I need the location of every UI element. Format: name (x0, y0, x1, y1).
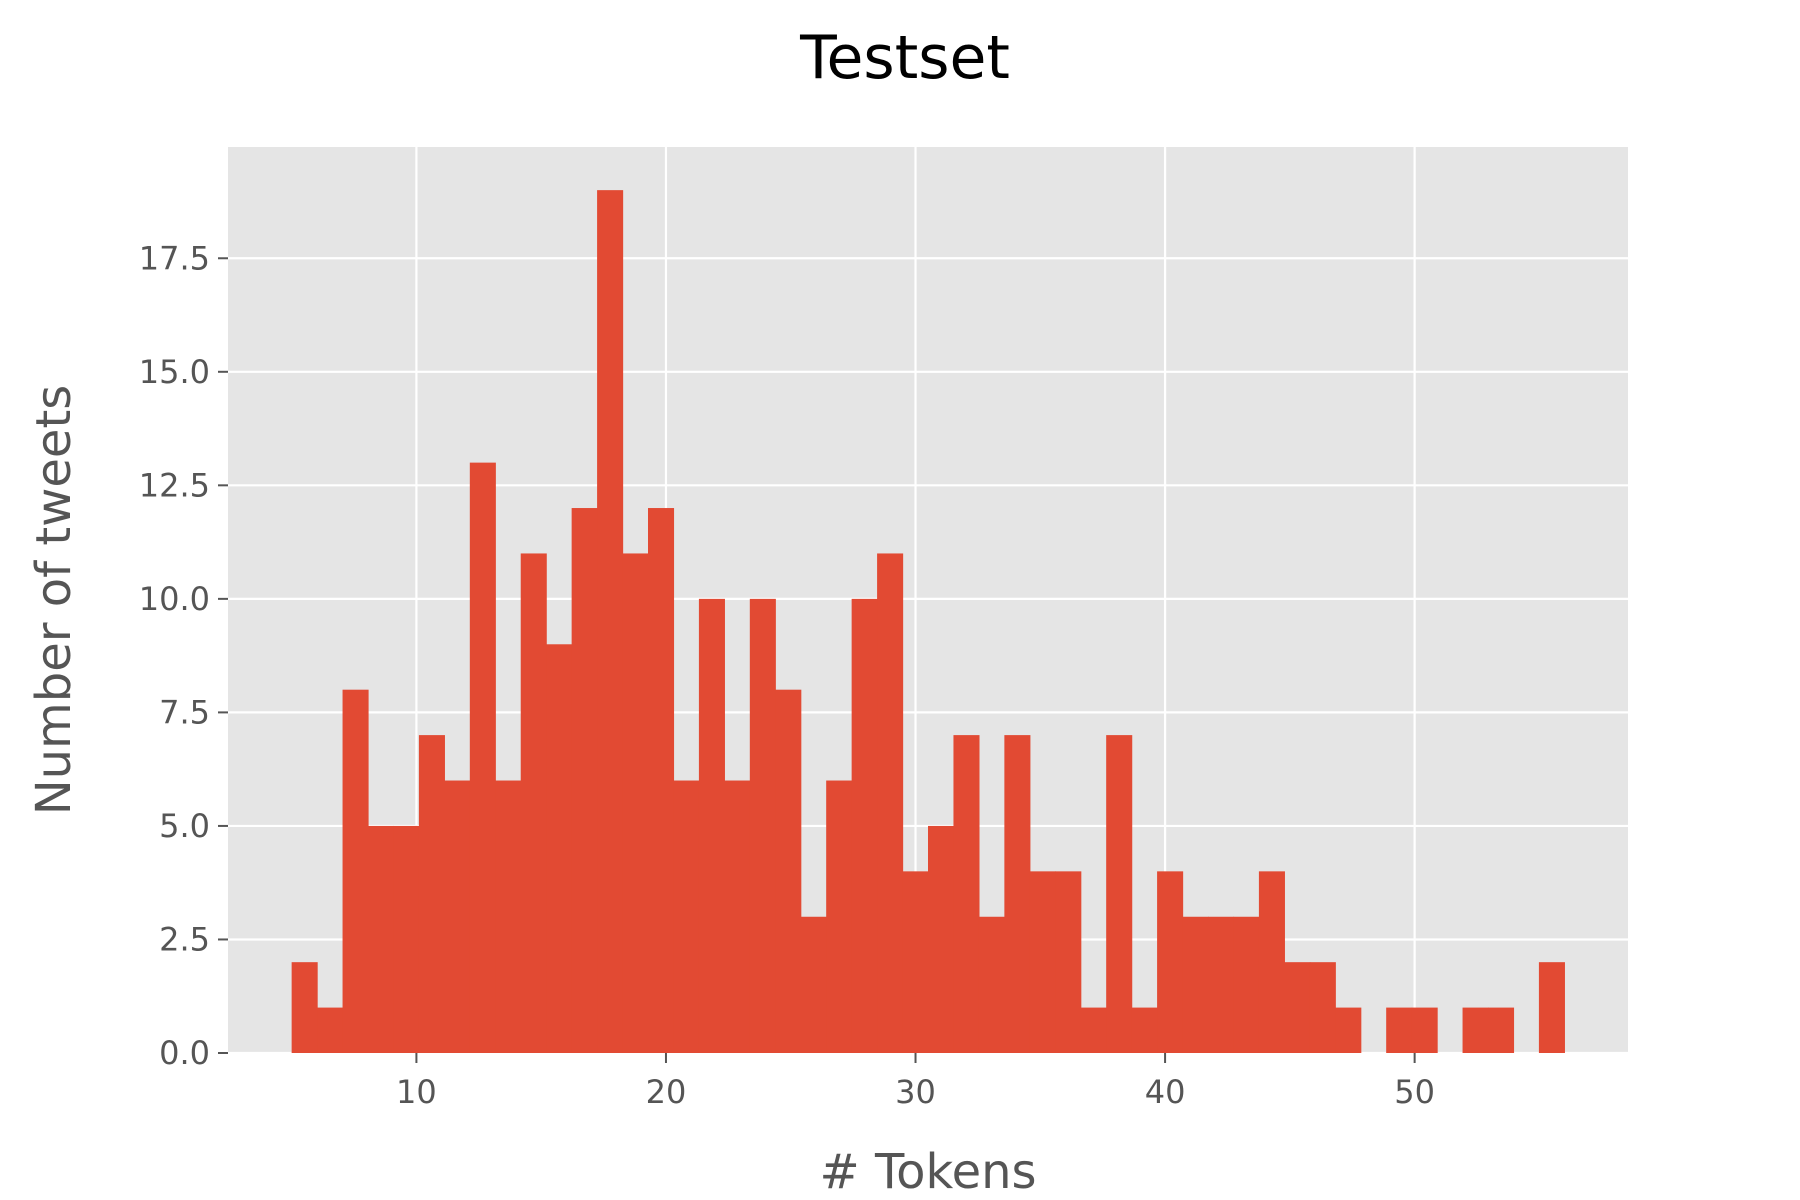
histogram-bar-11 (571, 508, 598, 1053)
histogram-bar-35 (1182, 916, 1209, 1053)
histogram-bar-0 (291, 962, 318, 1053)
histogram-bar-3 (368, 825, 395, 1053)
histogram-bar-36 (1208, 916, 1235, 1053)
histogram-bar-17 (724, 780, 751, 1053)
histogram-bar-10 (546, 644, 573, 1053)
y-tick-label-5: 12.5 (139, 466, 210, 504)
histogram-bar-41 (1335, 1007, 1362, 1053)
histogram-bar-44 (1411, 1007, 1438, 1053)
histogram-bar-26 (953, 735, 980, 1053)
histogram-bar-34 (1157, 871, 1184, 1053)
histogram-bar-32 (1106, 735, 1133, 1053)
histogram-bar-27 (978, 916, 1005, 1053)
histogram-bar-39 (1284, 962, 1311, 1053)
histogram-bar-29 (1029, 871, 1056, 1053)
y-tick-label-2: 5.0 (159, 807, 210, 845)
bars (291, 190, 1565, 1054)
histogram-bar-7 (469, 462, 496, 1054)
histogram-bar-16 (698, 598, 725, 1053)
histogram-bar-4 (393, 825, 420, 1053)
y-tick-label-7: 17.5 (139, 239, 210, 277)
y-tick-label-6: 15.0 (139, 353, 210, 391)
chart-title: Testset (799, 23, 1010, 93)
histogram-bar-23 (877, 553, 904, 1053)
histogram-bar-9 (520, 553, 547, 1053)
x-tick-label-0: 10 (396, 1073, 437, 1111)
histogram-bar-46 (1462, 1007, 1489, 1053)
histogram-bar-31 (1080, 1007, 1107, 1053)
histogram-bar-22 (851, 598, 878, 1053)
histogram-bar-33 (1131, 1007, 1158, 1053)
histogram-bar-19 (775, 689, 802, 1053)
histogram-bar-28 (1004, 735, 1031, 1053)
x-tick-label-3: 40 (1145, 1073, 1186, 1111)
histogram-bar-21 (826, 780, 853, 1053)
histogram-bar-13 (622, 553, 649, 1053)
histogram-bar-18 (749, 598, 776, 1053)
histogram-bar-24 (902, 871, 929, 1053)
histogram-bar-8 (495, 780, 522, 1053)
histogram-bar-14 (648, 508, 675, 1053)
x-axis-label: # Tokens (819, 1144, 1036, 1200)
x-axis-ticks: 10 20 30 40 50 (396, 1053, 1435, 1111)
histogram-bar-30 (1055, 871, 1082, 1053)
histogram-bar-40 (1309, 962, 1336, 1053)
histogram-bar-37 (1233, 916, 1260, 1053)
histogram-bar-49 (1538, 962, 1565, 1053)
y-tick-label-4: 10.0 (139, 580, 210, 618)
histogram-bar-38 (1258, 871, 1285, 1053)
histogram-bar-2 (342, 689, 369, 1053)
histogram-bar-20 (800, 916, 827, 1053)
x-tick-label-2: 30 (895, 1073, 936, 1111)
histogram-bar-15 (673, 780, 700, 1053)
histogram-bar-12 (597, 190, 624, 1054)
histogram-bar-5 (418, 735, 445, 1053)
histogram-bar-25 (928, 825, 955, 1053)
y-tick-label-1: 2.5 (159, 920, 210, 958)
histogram-bar-47 (1488, 1007, 1515, 1053)
x-tick-label-1: 20 (646, 1073, 687, 1111)
histogram-bar-6 (444, 780, 471, 1053)
x-tick-label-4: 50 (1394, 1073, 1435, 1111)
histogram-bar-1 (317, 1007, 344, 1053)
y-axis-ticks: 0.0 2.5 5.0 7.5 10.0 12.5 15.0 17.5 (139, 239, 228, 1072)
histogram-bar-43 (1386, 1007, 1413, 1053)
y-axis-label: Number of tweets (26, 385, 82, 816)
y-tick-label-0: 0.0 (159, 1034, 210, 1072)
y-tick-label-3: 7.5 (159, 693, 210, 731)
